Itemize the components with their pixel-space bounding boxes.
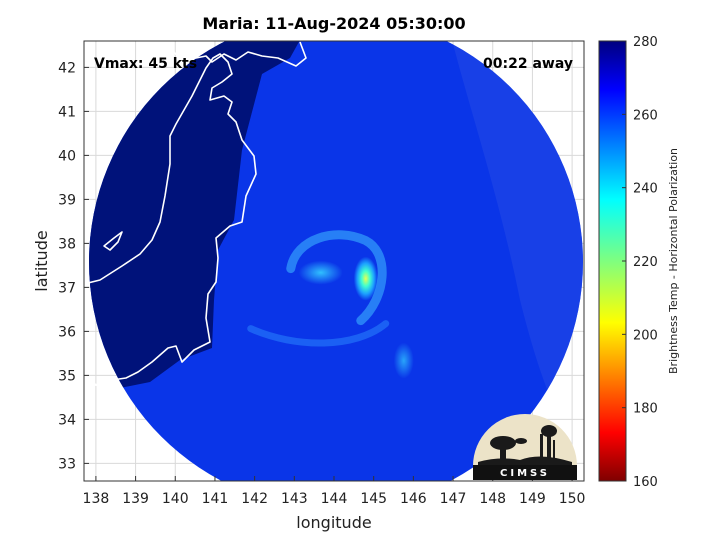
y-tick-label: 40	[58, 148, 76, 164]
colorbar-label: Brightness Temp - Horizontal Polarizatio…	[667, 148, 680, 374]
rainband-inner	[286, 230, 387, 326]
y-tick-label: 33	[58, 456, 76, 472]
rainband-outer	[247, 320, 390, 347]
x-tick-label: 150	[559, 491, 586, 507]
vmax-annotation: Vmax: 45 kts	[94, 56, 197, 72]
coastline	[84, 41, 307, 395]
x-tick-label: 141	[202, 491, 229, 507]
x-tick-label: 147	[440, 491, 467, 507]
y-axis-ticks: 33 34 35 36 37 38 39 40 41 42	[58, 60, 89, 472]
colorbar-tick-label: 280	[633, 35, 658, 50]
x-tick-label: 145	[360, 491, 387, 507]
svg-text:CIMSS: CIMSS	[500, 468, 550, 479]
coastline-hokkaido	[165, 41, 307, 67]
x-tick-label: 144	[321, 491, 348, 507]
y-tick-label: 34	[58, 412, 76, 428]
y-tick-label: 42	[58, 60, 76, 76]
x-tick-label: 149	[519, 491, 546, 507]
coastline-honshu	[84, 53, 257, 387]
y-tick-label: 39	[58, 192, 76, 208]
y-axis-label: latitude	[32, 230, 51, 291]
colorbar	[598, 40, 627, 482]
y-tick-label: 35	[58, 368, 76, 384]
colorbar-tick-label: 220	[633, 255, 658, 270]
colorbar-tick-label: 240	[633, 182, 658, 197]
storm-core	[353, 256, 378, 301]
y-tick-label: 37	[58, 280, 76, 296]
x-tick-label: 142	[241, 491, 268, 507]
convection-cell-south	[393, 342, 414, 379]
colorbar-tick-label: 180	[633, 402, 658, 417]
coastline-shikoku	[84, 379, 105, 395]
y-tick-label: 36	[58, 324, 76, 340]
cimss-logo: CIMSS	[473, 414, 577, 480]
land-mass	[89, 41, 300, 392]
x-axis-label: longitude	[296, 513, 371, 532]
x-tick-label: 146	[400, 491, 427, 507]
x-tick-label: 148	[479, 491, 506, 507]
x-tick-label: 140	[162, 491, 189, 507]
y-tick-label: 41	[58, 104, 76, 120]
convection-cell-west	[298, 260, 343, 285]
x-tick-label: 139	[122, 491, 149, 507]
time-offset-annotation: 00:22 away	[483, 56, 573, 72]
x-axis-ticks: 138 139 140 141 142 143 144 145 146 147 148 149 150	[83, 476, 586, 507]
colorbar-tick-label: 260	[633, 108, 658, 123]
colorbar-tick-label: 200	[633, 328, 658, 343]
x-tick-label: 143	[281, 491, 308, 507]
coastline-sado	[103, 231, 123, 251]
chart-title: Maria: 11-Aug-2024 05:30:00	[202, 14, 465, 33]
colorbar-tick-label: 160	[633, 475, 658, 490]
y-tick-label: 38	[58, 236, 76, 252]
x-tick-label: 138	[83, 491, 110, 507]
colorbar-ticks: 160 180 200 220 240 260 280	[622, 35, 658, 490]
